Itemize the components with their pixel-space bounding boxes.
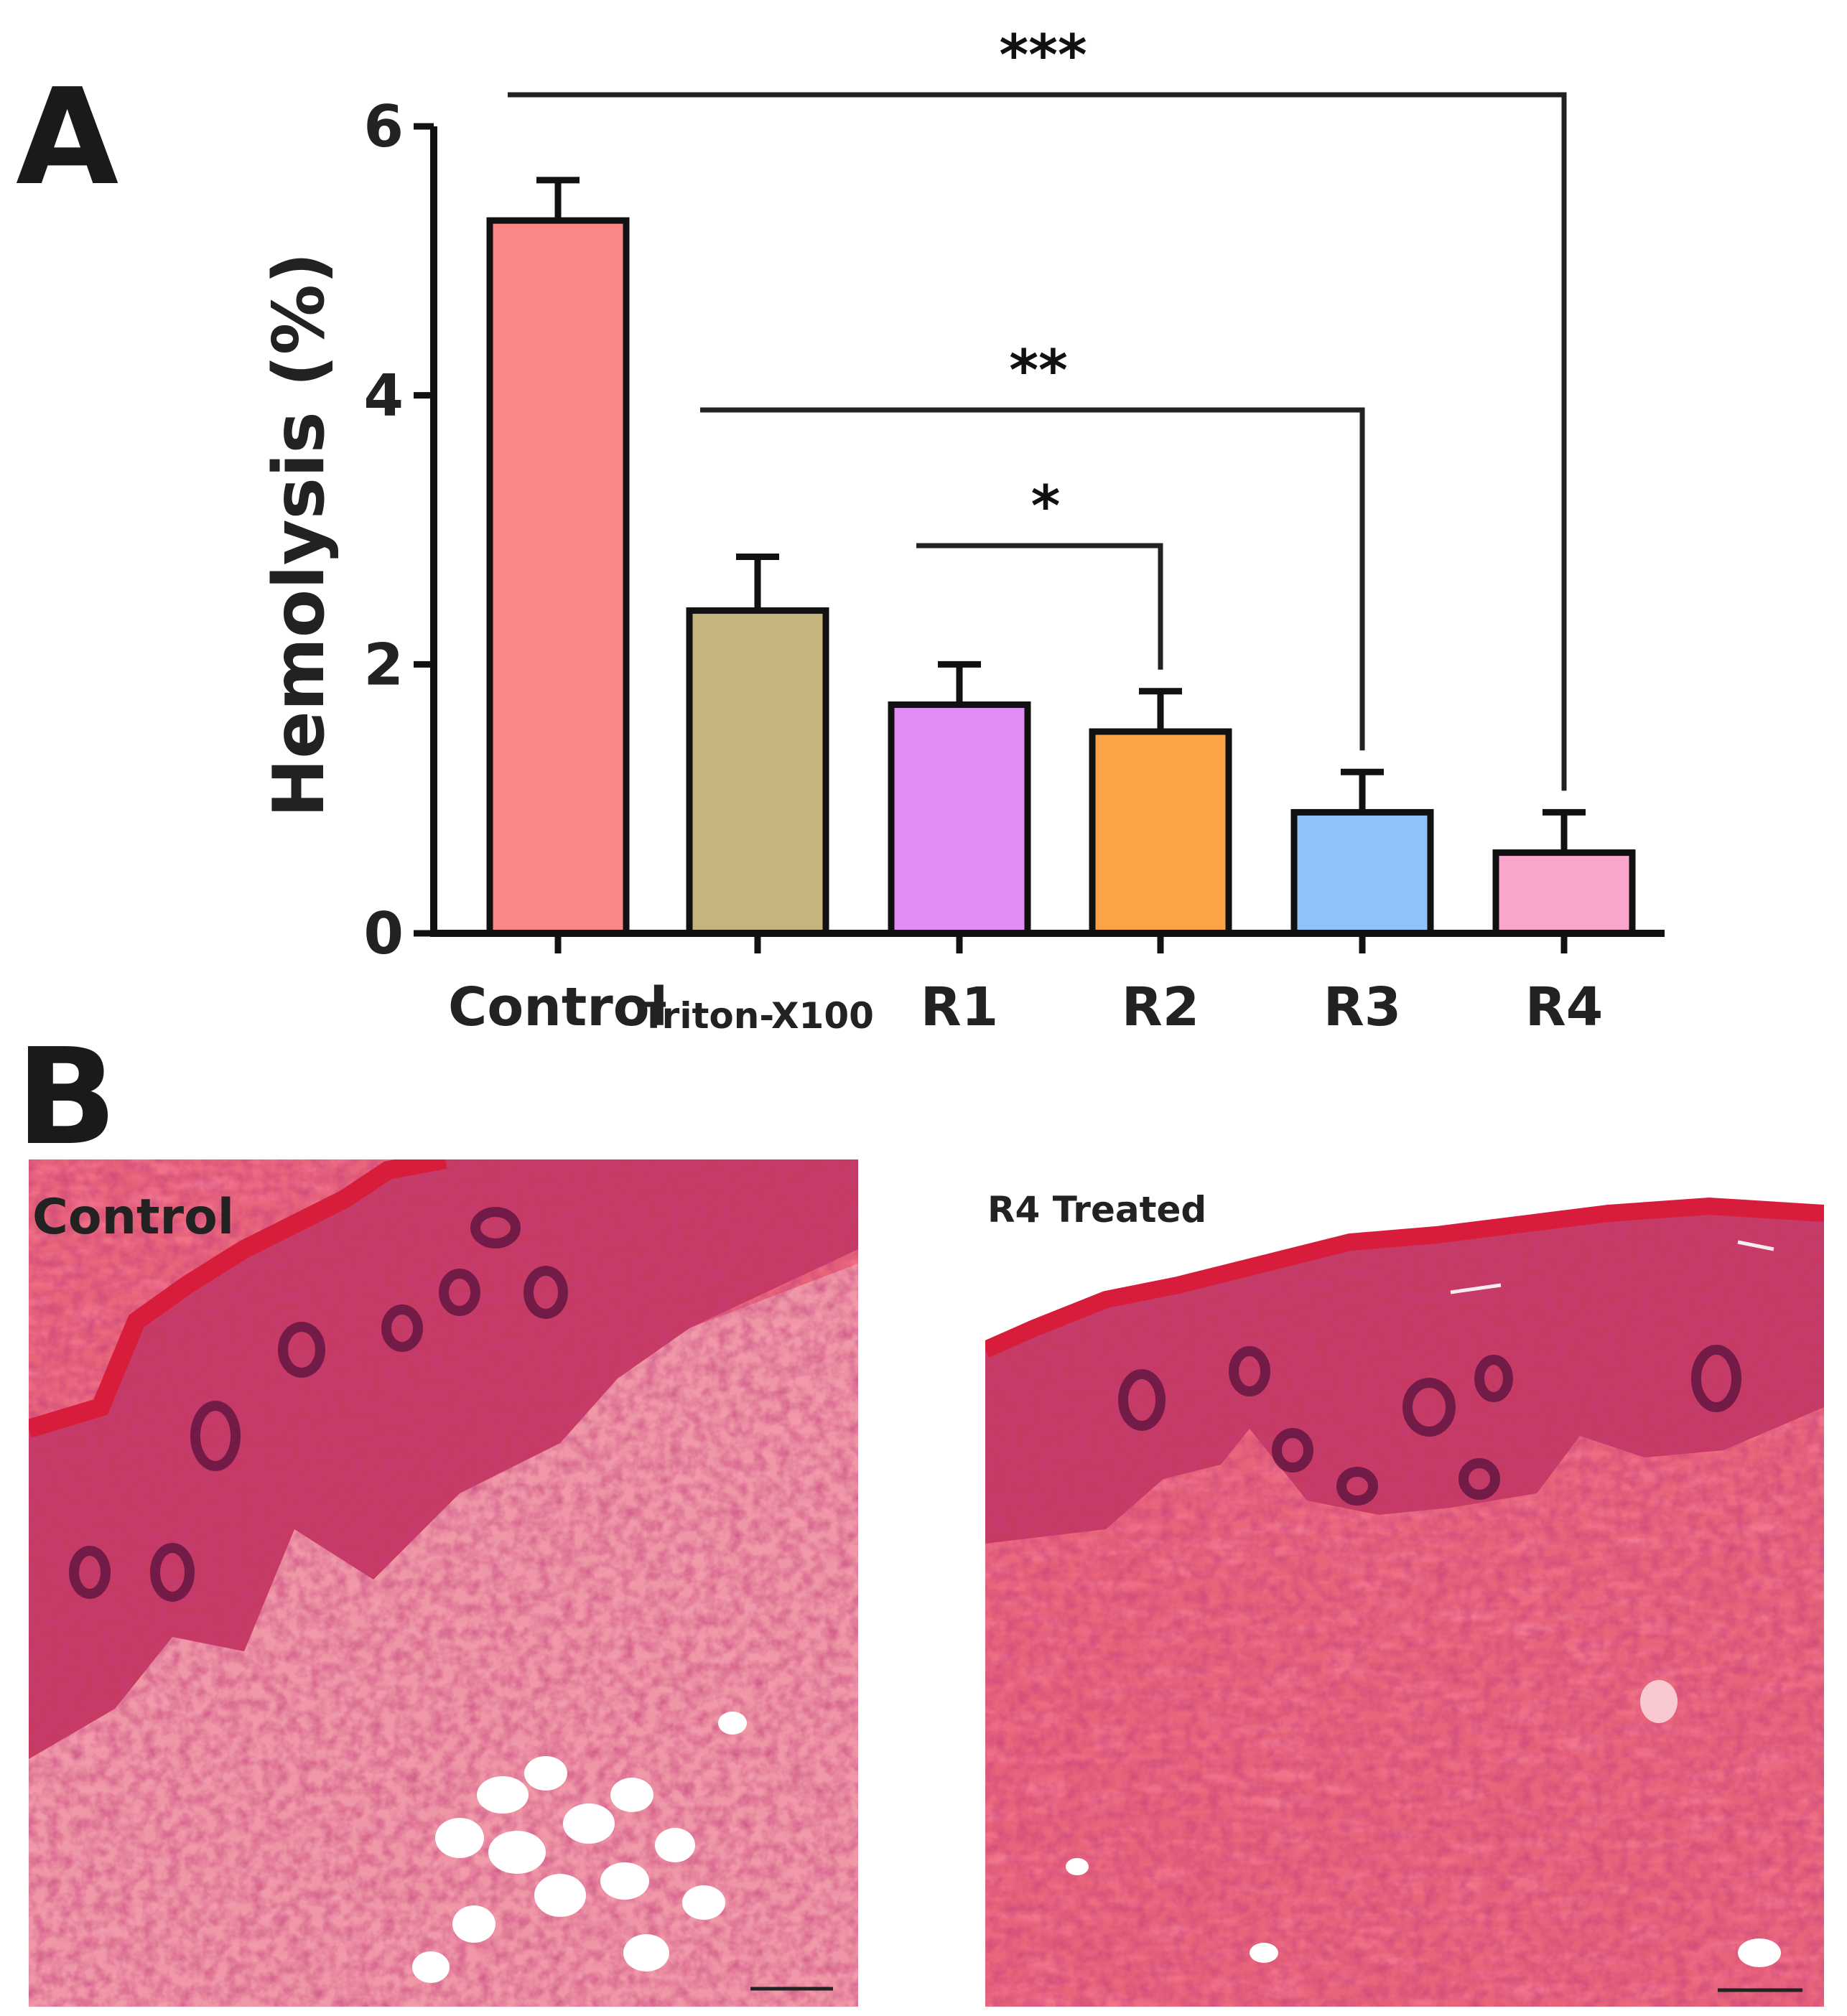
y-axis-title: Hemolysis (%): [259, 252, 340, 818]
x-tick-label-triton-x100: Triton-X100: [641, 995, 874, 1037]
x-tick-label-r2: R2: [1122, 976, 1199, 1038]
bar-control: [486, 217, 630, 937]
micrograph-label-control: Control: [32, 1189, 234, 1246]
y-ticks-layer: 0 2 4 6: [363, 93, 434, 967]
significance-bracket-triton-x100-r3: [700, 407, 1365, 751]
bar-r4: [1492, 849, 1636, 937]
y-tick-label-4: 4: [363, 363, 404, 429]
bar-r3: [1290, 808, 1434, 937]
panel-a-label: A: [16, 60, 118, 215]
y-tick-label-6: 6: [363, 93, 404, 160]
significance-label-r1-r2: *: [1031, 475, 1061, 539]
axes-layer: [430, 126, 1665, 937]
micrograph-control: [29, 1159, 858, 2007]
significance-label-triton-x100-r3: **: [1009, 339, 1068, 403]
significance-bracket-control-r4: [508, 92, 1567, 791]
x-tick-label-r4: R4: [1525, 976, 1603, 1038]
panel-b-label: B: [16, 1019, 117, 1175]
bar-triton-x100: [686, 607, 829, 937]
x-tick-label-control: Control: [448, 976, 668, 1038]
significance-layer: ******: [508, 24, 1567, 791]
x-tick-label-r1: R1: [921, 976, 998, 1038]
bars-layer: [486, 217, 1636, 937]
micrograph-label-r4-treated: R4 Treated: [987, 1189, 1206, 1231]
significance-label-control-r4: ***: [999, 24, 1087, 88]
significance-bracket-r1-r2: [916, 543, 1163, 670]
micrograph-r4-treated: [985, 1159, 1824, 2007]
y-tick-label-0: 0: [363, 900, 404, 967]
y-tick-label-2: 2: [363, 631, 404, 698]
error-bars-layer: [536, 177, 1586, 853]
bar-r2: [1089, 728, 1232, 937]
x-tick-label-r3: R3: [1323, 976, 1401, 1038]
bar-r1: [888, 701, 1031, 937]
